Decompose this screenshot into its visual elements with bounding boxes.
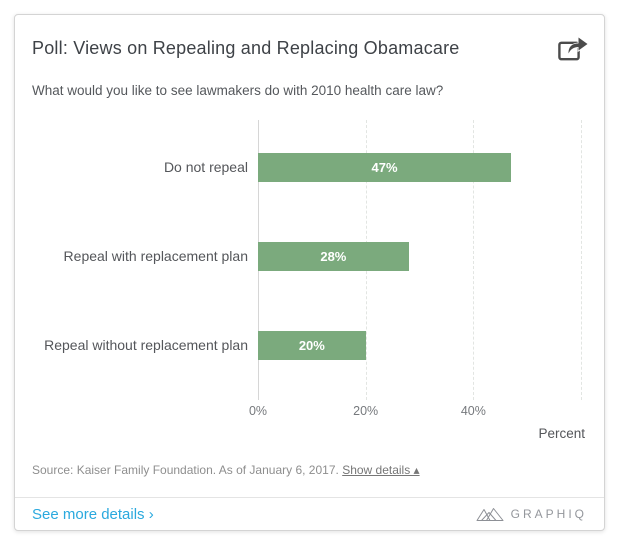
bar-value-label: 28% [320, 249, 347, 264]
category-label: Do not repeal [163, 159, 248, 175]
chart-row: Repeal without replacement plan 20% [15, 331, 604, 360]
x-tick-40: 40% [460, 404, 486, 418]
bar-value-label: 47% [371, 160, 398, 175]
chart-row: Repeal with replacement plan 28% [15, 242, 604, 271]
graphiq-logo-icon [476, 507, 504, 521]
graphiq-brand-text: GRAPHIQ [510, 507, 587, 521]
chart-row: Do not repeal 47% [15, 153, 604, 182]
page-title: Poll: Views on Repealing and Replacing O… [32, 38, 460, 58]
bar-do-not-repeal[interactable]: 47% [258, 153, 512, 182]
share-icon [558, 35, 589, 61]
bar-chart: Do not repeal 47% Repeal with replacemen… [15, 120, 604, 460]
x-axis: 0% 20% 40% [249, 404, 581, 420]
graphiq-brand-link[interactable]: GRAPHIQ [476, 507, 587, 522]
x-axis-title: Percent [538, 426, 585, 441]
source-line: Source: Kaiser Family Foundation. As of … [32, 463, 420, 477]
header: Poll: Views on Repealing and Replacing O… [32, 35, 589, 63]
bar-value-label: 20% [298, 338, 325, 353]
category-label: Repeal with replacement plan [63, 248, 248, 264]
x-tick-0: 0% [248, 404, 268, 418]
gridline-60 [581, 120, 582, 400]
widget-footer: See more details › GRAPHIQ [15, 497, 604, 530]
bar-repeal-without-replacement[interactable]: 20% [258, 331, 366, 360]
share-button[interactable] [558, 35, 589, 62]
show-details-link[interactable]: Show details ▴ [342, 463, 420, 477]
poll-question: What would you like to see lawmakers do … [32, 83, 444, 98]
gridline-40 [473, 120, 475, 400]
x-tick-20: 20% [353, 404, 379, 418]
bar-repeal-with-replacement[interactable]: 28% [258, 242, 409, 271]
poll-widget-card: Poll: Views on Repealing and Replacing O… [14, 14, 605, 531]
source-text: Source: Kaiser Family Foundation. As of … [32, 463, 339, 477]
see-more-details-link[interactable]: See more details › [32, 505, 154, 523]
category-label: Repeal without replacement plan [44, 337, 248, 353]
